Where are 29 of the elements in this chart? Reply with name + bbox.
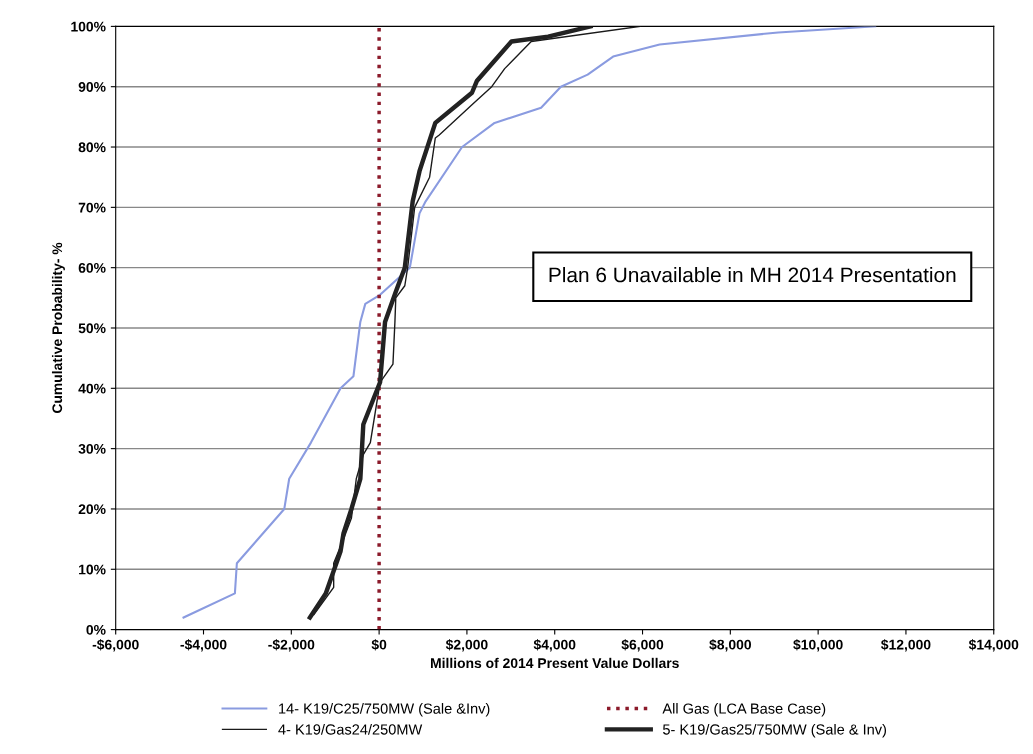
y-tick-label: 50% (78, 323, 106, 334)
x-tick-label: $10,000 (793, 639, 843, 652)
x-axis-title: Millions of 2014 Present Value Dollars (431, 657, 679, 669)
x-tick-label: -$2,000 (268, 639, 315, 652)
legend-label: 5- K19/Gas25/750MW (Sale & Inv) (662, 723, 887, 738)
x-tick-label: $14,000 (968, 639, 1019, 652)
y-tick-label: 20% (78, 504, 106, 515)
y-tick-label: 0% (86, 624, 106, 635)
y-axis-title: Cumulative Probability- % (51, 242, 65, 414)
y-tick-label: 40% (78, 383, 106, 394)
y-tick-label: 90% (78, 82, 106, 92)
legend-label: 4- K19/Gas24/250MW (278, 723, 423, 735)
x-tick-label: $12,000 (881, 639, 931, 652)
x-tick-label: $0 (371, 639, 387, 651)
x-tick-label: -$6,000 (92, 639, 139, 652)
y-tick-label: 60% (78, 263, 106, 273)
x-tick-label: $8,000 (709, 639, 751, 652)
x-tick-label: $6,000 (621, 639, 664, 652)
y-tick-label: 100% (71, 21, 106, 32)
annotation: Plan 6 Unavailable in MH 2014 Presentation (549, 267, 956, 283)
legend-label: All Gas (LCA Base Case) (662, 703, 826, 717)
y-tick-label: 30% (78, 443, 106, 454)
x-tick-label: $4,000 (533, 639, 576, 652)
legend-label: 14- K19/C25/750MW (Sale &Inv) (279, 703, 490, 717)
x-tick-label: -$4,000 (180, 639, 227, 652)
x-tick-label: $2,000 (445, 639, 488, 652)
y-tick-label: 80% (78, 142, 106, 153)
y-tick-label: 70% (78, 202, 106, 213)
y-tick-label: 10% (79, 564, 106, 575)
